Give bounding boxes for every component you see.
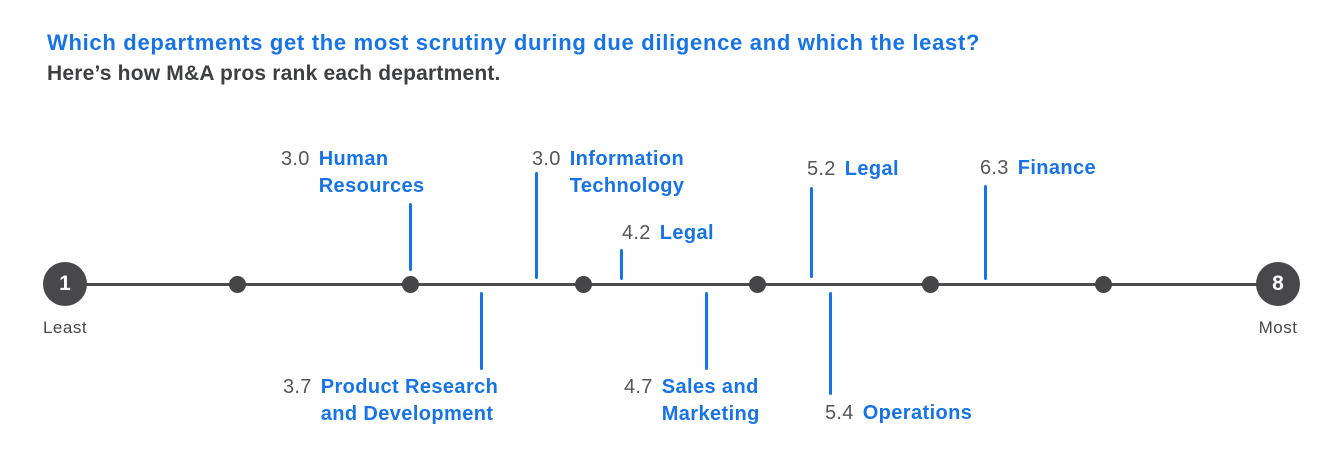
axis-endpoint-most-value: 8 [1272,272,1284,295]
leader-line-information-technology [534,172,538,279]
marker-department: Product Research and Development [320,376,499,425]
marker-label-legal-5-2: 5.2 Legal [807,156,899,183]
axis-dot-5 [749,276,766,293]
marker-department: Legal [844,158,899,180]
marker-department: Information Technology [569,148,685,197]
axis-line [65,283,1278,286]
marker-label-finance: 6.3 Finance [980,155,1096,182]
leader-line-operations [829,292,832,395]
marker-value: 6.3 [980,157,1009,179]
marker-label-legal-4-2: 4.2 Legal [622,220,714,247]
marker-label-sales-marketing: 4.7 Sales and Marketing [624,374,760,428]
marker-label-human-resources: 3.0 Human Resources [281,146,425,200]
marker-value: 5.2 [807,158,836,180]
axis-dot-6 [922,276,939,293]
marker-department: Human Resources [318,148,425,197]
leader-line-human-resources [409,203,412,271]
axis-endpoint-least-value: 1 [59,272,71,295]
marker-value: 3.7 [283,376,312,398]
marker-label-information-technology: 3.0 Information Technology [532,146,684,200]
marker-value: 5.4 [825,402,854,424]
axis-dot-2 [229,276,246,293]
axis-dot-4 [575,276,592,293]
axis-label-most: Most [1258,318,1298,337]
axis-dot-7 [1095,276,1112,293]
marker-department: Finance [1017,157,1097,179]
chart-title: Which departments get the most scrutiny … [47,30,981,55]
marker-label-operations: 5.4 Operations [825,400,972,427]
header: Which departments get the most scrutiny … [47,30,980,86]
marker-department: Operations [862,402,973,424]
marker-value: 3.0 [281,148,310,170]
axis-dot-3 [402,276,419,293]
leader-line-legal-4-2 [619,249,623,280]
chart-subtitle: Here’s how M&A pros rank each department… [47,62,501,86]
axis-endpoint-least: 1 [43,262,87,306]
marker-department: Legal [659,222,714,244]
marker-department: Sales and Marketing [661,376,760,425]
marker-value: 4.7 [624,376,653,398]
leader-line-legal-5-2 [809,187,813,278]
leader-line-product-research [479,292,483,370]
axis-label-least: Least [42,318,88,337]
marker-value: 3.0 [532,148,561,170]
marker-label-product-research: 3.7 Product Research and Development [283,374,498,428]
leader-line-sales-marketing [704,292,708,370]
leader-line-finance [983,185,987,280]
marker-value: 4.2 [622,222,651,244]
axis-endpoint-most: 8 [1256,262,1300,306]
